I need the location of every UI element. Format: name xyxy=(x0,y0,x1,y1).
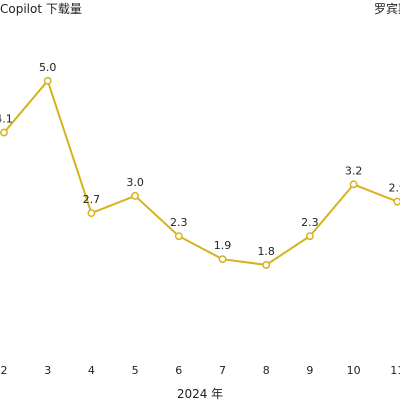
data-point[interactable] xyxy=(262,260,271,269)
data-point[interactable] xyxy=(305,232,314,241)
x-tick-label: 3 xyxy=(44,364,51,377)
data-point[interactable] xyxy=(349,180,358,189)
chart-title: Copilot 下载量 xyxy=(0,2,82,16)
data-label: 2.9 xyxy=(389,182,400,195)
data-label: 3.2 xyxy=(345,164,363,177)
x-tick-label: 8 xyxy=(263,364,270,377)
data-point[interactable] xyxy=(131,191,140,200)
data-label: 5.0 xyxy=(39,61,57,74)
x-tick-label: 6 xyxy=(175,364,182,377)
x-tick-label: 10 xyxy=(347,364,361,377)
x-tick-label: 2 xyxy=(1,364,8,377)
data-point[interactable] xyxy=(393,197,400,206)
data-label: 4.1 xyxy=(0,113,13,126)
x-tick-label: 11 xyxy=(390,364,400,377)
data-label: 2.3 xyxy=(170,216,188,229)
data-label: 1.8 xyxy=(257,245,275,258)
data-point[interactable] xyxy=(0,128,8,137)
data-label: 1.9 xyxy=(214,239,232,252)
x-tick-label: 5 xyxy=(132,364,139,377)
data-label: 2.7 xyxy=(83,193,101,206)
data-label: 2.3 xyxy=(301,216,319,229)
data-point[interactable] xyxy=(174,232,183,241)
x-axis-label: 2024 年 xyxy=(176,387,224,401)
chart-source-label: 罗宾斯 xyxy=(374,2,400,16)
x-tick-label: 4 xyxy=(88,364,95,377)
x-tick-label: 7 xyxy=(219,364,226,377)
data-point[interactable] xyxy=(218,255,227,264)
data-label: 3.0 xyxy=(126,176,144,189)
series-line xyxy=(3,78,398,266)
data-point[interactable] xyxy=(87,209,96,218)
data-point[interactable] xyxy=(43,76,52,85)
x-tick-label: 9 xyxy=(306,364,313,377)
